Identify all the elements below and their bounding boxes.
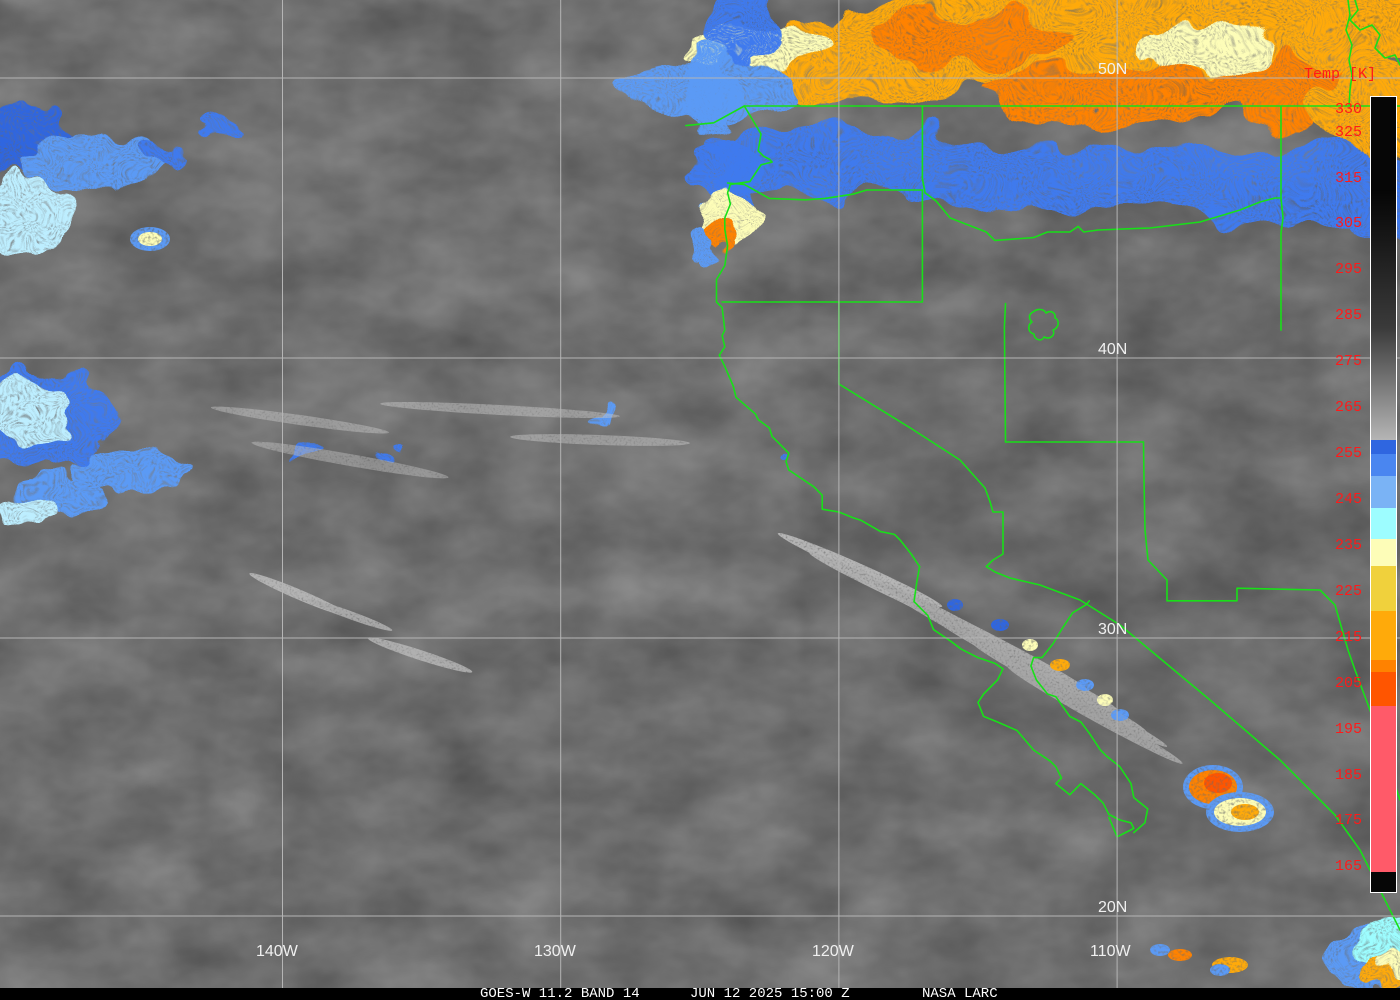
svg-text:30N: 30N — [1098, 621, 1127, 638]
svg-text:225: 225 — [1335, 583, 1362, 600]
svg-text:185: 185 — [1335, 767, 1362, 784]
svg-text:40N: 40N — [1098, 341, 1127, 358]
svg-text:265: 265 — [1335, 399, 1362, 416]
svg-text:255: 255 — [1335, 445, 1362, 462]
svg-text:295: 295 — [1335, 261, 1362, 278]
svg-text:285: 285 — [1335, 307, 1362, 324]
svg-text:205: 205 — [1335, 675, 1362, 692]
svg-text:120W: 120W — [812, 943, 855, 960]
svg-text:315: 315 — [1335, 170, 1362, 187]
svg-text:305: 305 — [1335, 215, 1362, 232]
svg-text:245: 245 — [1335, 491, 1362, 508]
svg-text:275: 275 — [1335, 353, 1362, 370]
svg-text:NASA LARC: NASA LARC — [922, 986, 998, 1000]
svg-text:GOES-W 11.2 BAND 14: GOES-W 11.2 BAND 14 — [480, 986, 640, 1000]
svg-text:235: 235 — [1335, 537, 1362, 554]
svg-text:175: 175 — [1335, 812, 1362, 829]
svg-text:110W: 110W — [1090, 943, 1132, 960]
svg-text:195: 195 — [1335, 721, 1362, 738]
svg-text:215: 215 — [1335, 629, 1362, 646]
svg-text:JUN 12 2025 15:00 Z: JUN 12 2025 15:00 Z — [690, 986, 850, 1000]
svg-text:165: 165 — [1335, 858, 1362, 875]
svg-text:130W: 130W — [534, 943, 577, 960]
svg-text:140W: 140W — [256, 943, 299, 960]
svg-text:330: 330 — [1335, 101, 1362, 118]
svg-text:Temp [K]: Temp [K] — [1304, 66, 1376, 83]
svg-text:325: 325 — [1335, 124, 1362, 141]
svg-text:50N: 50N — [1098, 61, 1127, 78]
svg-text:20N: 20N — [1098, 899, 1127, 916]
